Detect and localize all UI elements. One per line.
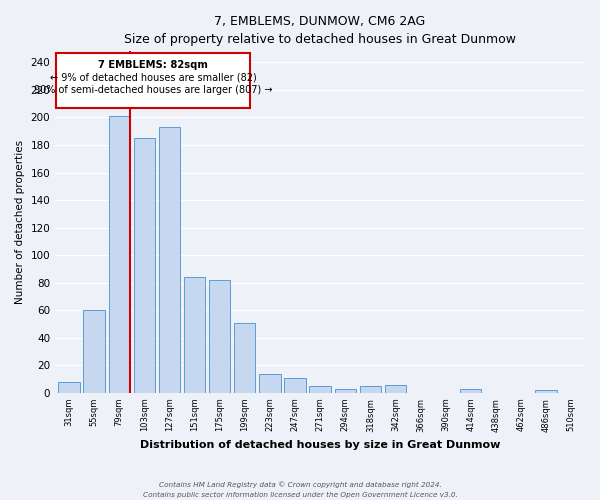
Bar	[83, 310, 105, 393]
Y-axis label: Number of detached properties: Number of detached properties	[15, 140, 25, 304]
Bar	[109, 116, 130, 393]
Bar	[234, 322, 256, 393]
Bar	[284, 378, 305, 393]
Bar	[460, 388, 481, 393]
Text: 90% of semi-detached houses are larger (807) →: 90% of semi-detached houses are larger (…	[34, 85, 272, 95]
Bar	[58, 382, 80, 393]
X-axis label: Distribution of detached houses by size in Great Dunmow: Distribution of detached houses by size …	[140, 440, 500, 450]
Bar	[259, 374, 281, 393]
Bar	[535, 390, 557, 393]
Bar	[385, 384, 406, 393]
Bar	[159, 127, 180, 393]
Bar	[310, 386, 331, 393]
Text: ← 9% of detached houses are smaller (82): ← 9% of detached houses are smaller (82)	[50, 72, 256, 83]
Bar	[134, 138, 155, 393]
FancyBboxPatch shape	[56, 52, 250, 108]
Text: 7 EMBLEMS: 82sqm: 7 EMBLEMS: 82sqm	[98, 60, 208, 70]
Text: Contains HM Land Registry data © Crown copyright and database right 2024.
Contai: Contains HM Land Registry data © Crown c…	[143, 482, 457, 498]
Title: 7, EMBLEMS, DUNMOW, CM6 2AG
Size of property relative to detached houses in Grea: 7, EMBLEMS, DUNMOW, CM6 2AG Size of prop…	[124, 15, 516, 46]
Bar	[209, 280, 230, 393]
Bar	[184, 277, 205, 393]
Bar	[335, 388, 356, 393]
Bar	[359, 386, 381, 393]
